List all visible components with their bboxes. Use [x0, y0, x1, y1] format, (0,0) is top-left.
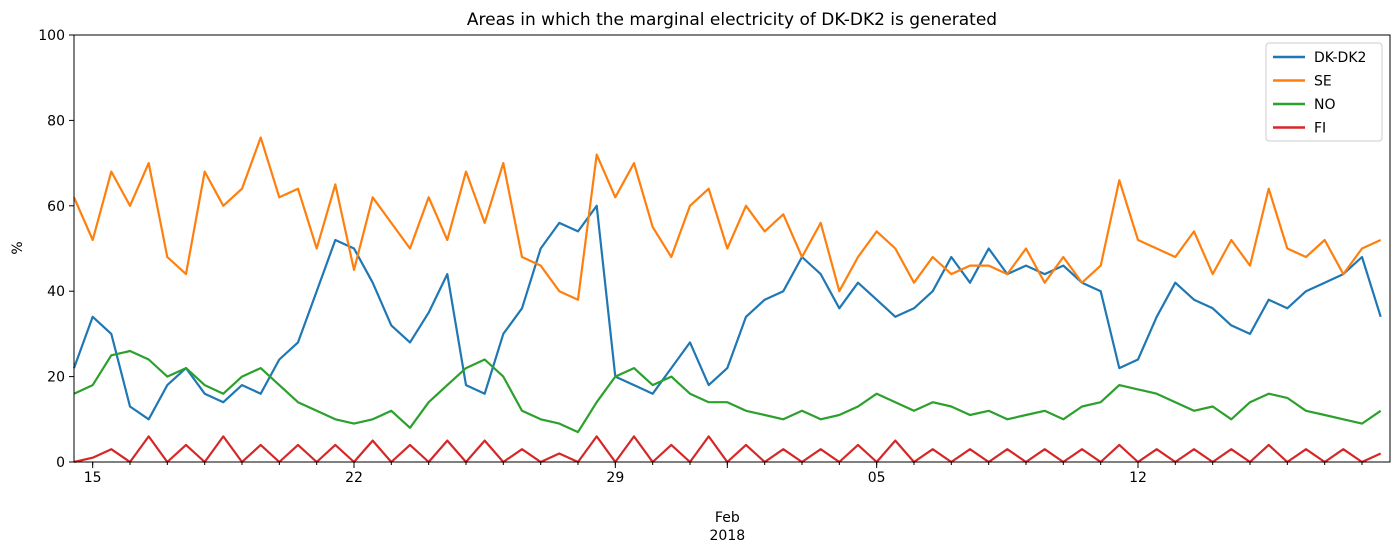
y-tick-label: 40 — [47, 284, 65, 300]
x-tick-label: 15 — [84, 470, 102, 486]
series-line-no — [73, 349, 1382, 434]
x-tick-label: 22 — [345, 470, 363, 486]
legend: DK-DK2 SE NO FI — [1265, 42, 1383, 142]
legend-label-se: SE — [1314, 74, 1332, 90]
series-line-fi — [73, 435, 1382, 464]
y-axis-label: % — [10, 241, 26, 254]
x-year-label: 2018 — [710, 528, 746, 544]
x-tick-label: 29 — [606, 470, 624, 486]
y-tick-label: 20 — [47, 370, 65, 386]
x-month-label: Feb — [715, 510, 740, 526]
series-line-se — [72, 136, 1382, 301]
x-tick-label: 05 — [868, 470, 886, 486]
legend-box — [1265, 42, 1383, 142]
legend-label-no: NO — [1314, 97, 1336, 113]
chart-title: Areas in which the marginal electricity … — [467, 10, 997, 30]
legend-label-dk-dk2: DK-DK2 — [1314, 50, 1366, 66]
plot-frame — [73, 34, 1391, 463]
y-axis: 0 20 40 60 80 100 — [38, 28, 74, 471]
y-tick-label: 80 — [47, 113, 65, 129]
series-line-dk-dk2 — [72, 204, 1382, 421]
x-tick-label: 12 — [1129, 470, 1147, 486]
legend-label-fi: FI — [1314, 121, 1326, 137]
y-tick-label: 60 — [47, 199, 65, 215]
x-axis: 15 22 29 05 12 — [84, 462, 1363, 486]
y-tick-label: 100 — [38, 28, 65, 44]
y-tick-label: 0 — [56, 455, 65, 471]
series-group — [72, 136, 1382, 464]
